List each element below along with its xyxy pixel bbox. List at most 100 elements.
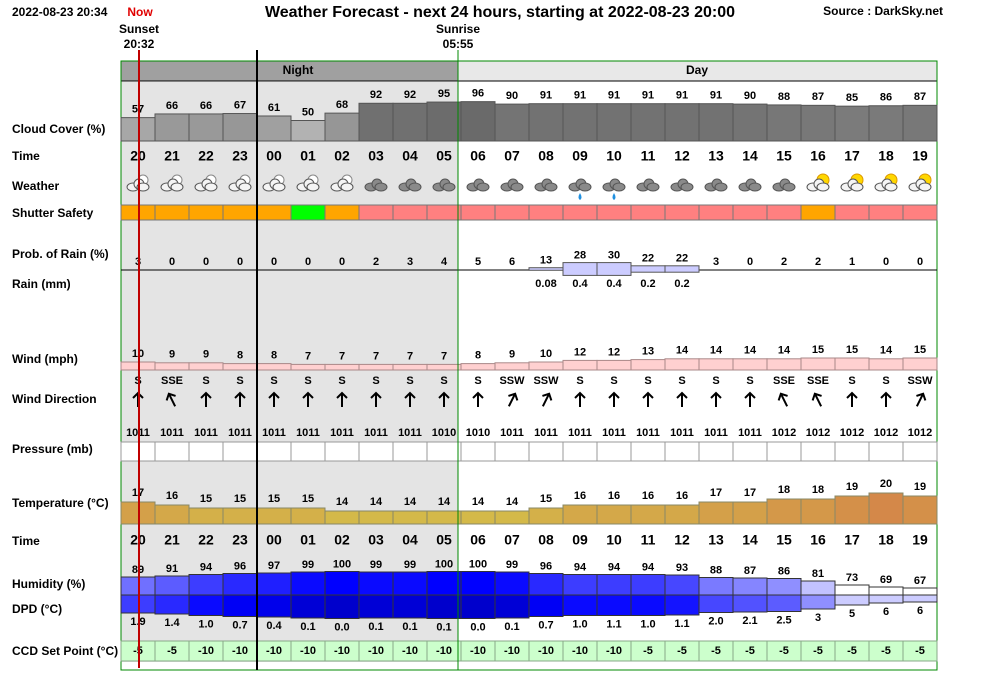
- cloud-bar: [528, 103, 564, 142]
- temperature-bar: [290, 507, 326, 525]
- hour: 12: [674, 148, 690, 164]
- humidity-value: 100: [469, 558, 487, 570]
- ccd-value: -10: [300, 645, 316, 657]
- hour: 14: [742, 532, 758, 548]
- wind-bar: [902, 357, 938, 371]
- humidity-value: 100: [435, 558, 453, 570]
- cloud: [340, 182, 354, 192]
- cloud-bar: [358, 102, 394, 142]
- cloud: [714, 182, 728, 192]
- humidity-bar: [596, 574, 632, 596]
- ccd-value: -10: [198, 645, 214, 657]
- wind-value: 12: [574, 346, 586, 358]
- wind-arrow: [404, 391, 416, 407]
- cloud: [306, 182, 320, 192]
- wind-value: 10: [540, 348, 552, 360]
- cloud-bar: [732, 103, 768, 142]
- cloud: [748, 182, 762, 192]
- temperature-value: 14: [370, 496, 383, 508]
- hour: 04: [402, 148, 418, 164]
- arrow: [541, 392, 553, 407]
- hour: 10: [606, 148, 622, 164]
- dpd-bar: [290, 594, 326, 619]
- pressure-value: 1010: [432, 427, 456, 439]
- ccd-value: -5: [813, 645, 823, 657]
- cloud-bar: [460, 101, 496, 142]
- arrow: [574, 391, 586, 407]
- rain-probability: 30: [608, 250, 620, 262]
- row-label: Temperature (°C): [12, 496, 109, 510]
- arrow: [642, 391, 654, 407]
- cloud-value: 91: [574, 90, 586, 102]
- wind-value: 8: [271, 350, 277, 362]
- pressure-value: 1011: [228, 427, 252, 439]
- pressure-cell: [426, 441, 462, 462]
- dpd-bar: [664, 594, 700, 616]
- humidity-bar: [664, 574, 700, 596]
- dpd-value: 1.0: [572, 618, 587, 630]
- source: Source : DarkSky.net: [823, 4, 943, 18]
- shutter-cell: [868, 204, 904, 221]
- wind-bar: [800, 357, 836, 371]
- rain-probability: 22: [676, 253, 688, 265]
- hour: 11: [641, 148, 656, 164]
- hour: 01: [300, 532, 316, 548]
- wind-direction: S: [848, 375, 855, 387]
- cloud: [544, 182, 558, 192]
- wind-direction: S: [372, 375, 379, 387]
- hour: 02: [334, 532, 350, 548]
- rain-probability: 2: [781, 256, 787, 268]
- ccd-value: -10: [232, 645, 248, 657]
- ccd-value: -10: [538, 645, 554, 657]
- hour: 19: [912, 148, 928, 164]
- pressure-cell: [766, 441, 802, 462]
- pressure-cell: [494, 441, 530, 462]
- pressure-value: 1011: [330, 427, 354, 439]
- rain-probability: 0: [305, 256, 311, 268]
- cloud: [816, 182, 830, 192]
- hour: 06: [470, 148, 486, 164]
- shutter-cell: [222, 204, 258, 221]
- hour: 04: [402, 532, 418, 548]
- wind-bar: [290, 363, 326, 371]
- arrow: [404, 391, 416, 407]
- wind-arrow: [608, 391, 620, 407]
- cloud-value: 88: [778, 91, 790, 103]
- humidity-value: 99: [302, 559, 314, 571]
- shutter-cell: [460, 204, 496, 221]
- wind-direction: SSW: [533, 375, 559, 387]
- pressure-value: 1012: [806, 427, 830, 439]
- wind-arrow: [642, 391, 654, 407]
- dpd-bar: [596, 594, 632, 616]
- weather-icon: [296, 174, 320, 192]
- arrow: [915, 392, 927, 407]
- row-label: Weather: [12, 179, 59, 193]
- wind-arrow: [268, 391, 280, 407]
- arrow: [165, 392, 177, 407]
- dpd-bar: [562, 594, 598, 616]
- arrow: [710, 391, 722, 407]
- humidity-bar: [188, 574, 224, 596]
- humidity-value: 96: [234, 560, 246, 572]
- hour: 00: [266, 532, 282, 548]
- hour: 01: [300, 148, 316, 164]
- temperature-value: 15: [540, 493, 552, 505]
- temperature-value: 16: [676, 490, 688, 502]
- shutter-cell: [698, 204, 734, 221]
- dpd-bar: [834, 594, 870, 606]
- rain-probability: 1: [849, 256, 855, 268]
- cloud: [442, 182, 456, 192]
- temperature-value: 20: [880, 478, 892, 490]
- row-label: Wind (mph): [12, 352, 78, 366]
- pressure-cell: [902, 441, 938, 462]
- ccd-value: -10: [572, 645, 588, 657]
- wind-bar: [834, 357, 870, 371]
- rain-probability: 6: [509, 256, 515, 268]
- temperature-bar: [834, 495, 870, 525]
- arrow: [336, 391, 348, 407]
- wind-bar: [494, 362, 530, 371]
- rain-value: 0.4: [572, 278, 588, 290]
- humidity-bar: [290, 571, 326, 596]
- humidity-value: 96: [540, 560, 552, 572]
